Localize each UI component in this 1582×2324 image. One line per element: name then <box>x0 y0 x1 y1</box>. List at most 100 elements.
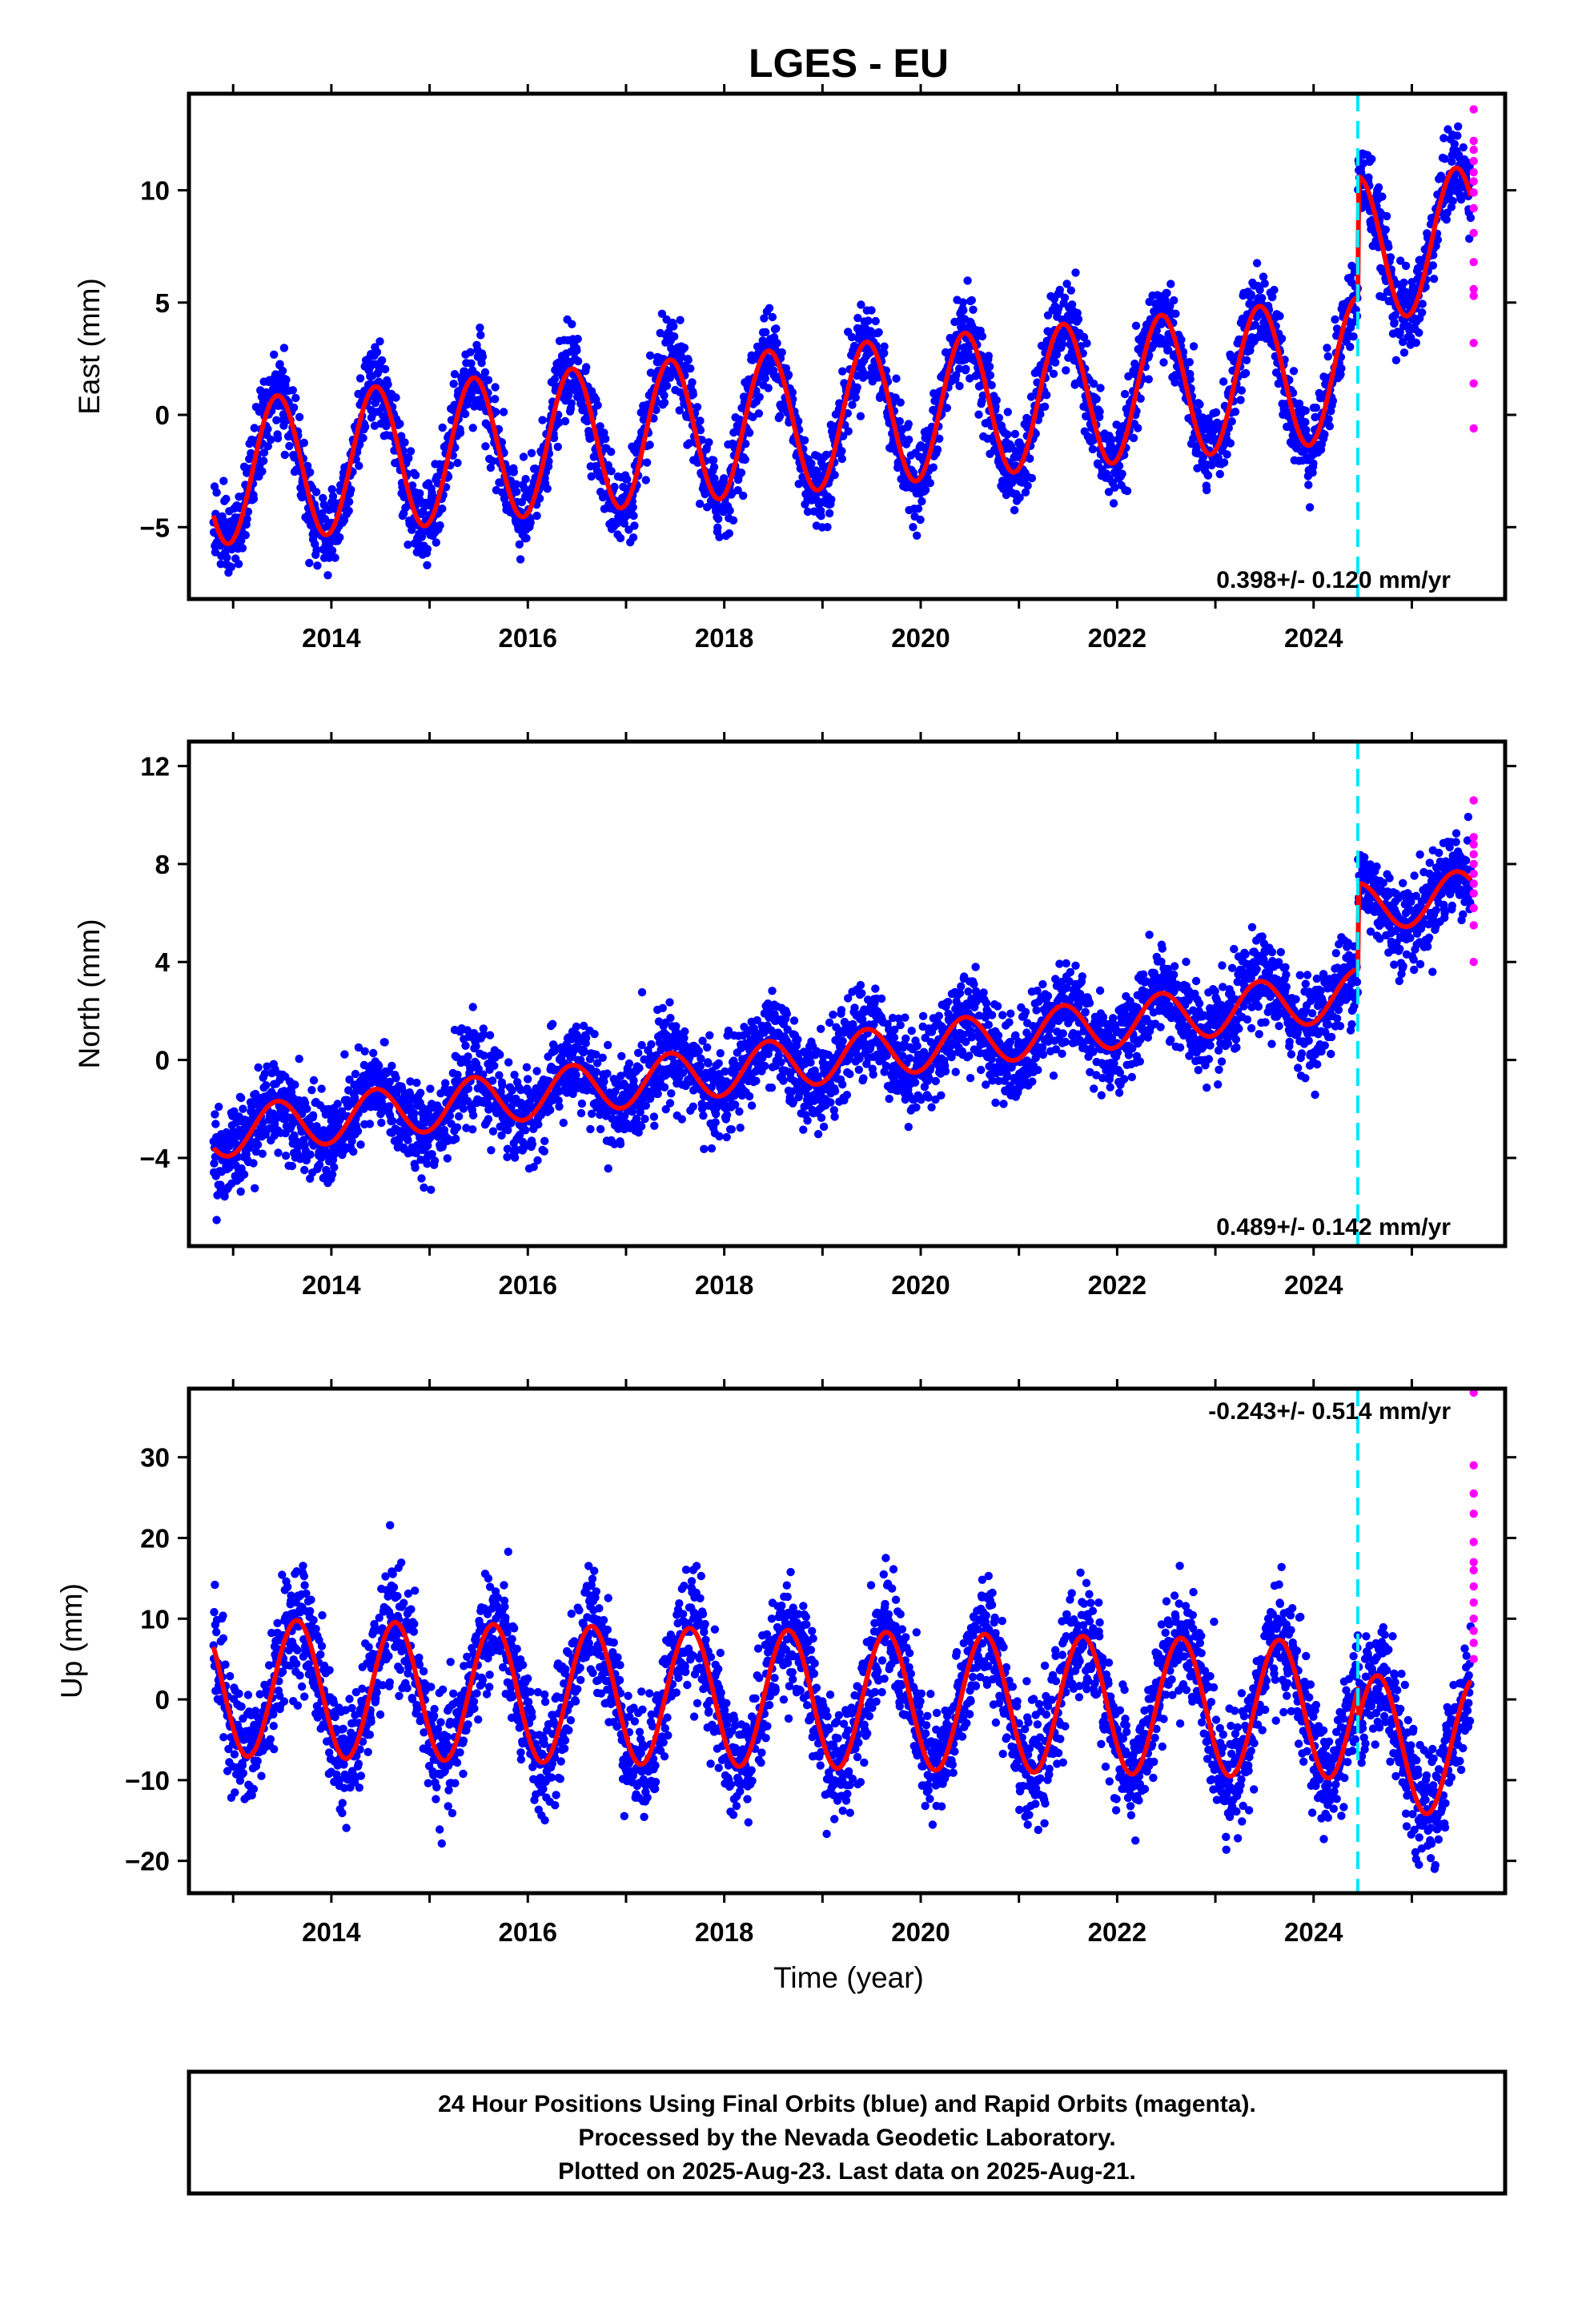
final-point <box>295 412 304 421</box>
final-point <box>660 1083 669 1092</box>
final-point <box>681 1027 689 1036</box>
final-point <box>388 1116 397 1126</box>
final-point <box>1359 159 1368 168</box>
final-point <box>488 456 497 465</box>
final-point <box>510 1153 520 1162</box>
final-point <box>817 512 825 521</box>
final-point <box>432 538 440 547</box>
final-point <box>1092 395 1101 404</box>
final-point <box>476 324 484 332</box>
final-point <box>803 507 813 517</box>
final-point <box>959 306 968 315</box>
final-point <box>1260 279 1269 288</box>
final-point <box>1003 408 1013 416</box>
final-point <box>484 376 493 384</box>
x-tick-label: 2024 <box>1284 623 1343 653</box>
final-point <box>212 488 221 497</box>
final-point <box>761 374 769 383</box>
rapid-point <box>1469 168 1478 177</box>
final-point <box>1401 261 1411 271</box>
final-point <box>251 1184 259 1193</box>
final-point <box>234 560 243 569</box>
final-point <box>521 1126 530 1135</box>
final-point <box>510 1071 519 1080</box>
final-point <box>377 1118 386 1128</box>
final-point <box>355 374 365 383</box>
final-point <box>630 521 639 530</box>
final-point <box>1270 285 1279 295</box>
final-point <box>735 415 745 424</box>
final-point <box>515 540 524 549</box>
final-point <box>263 442 272 451</box>
final-point <box>1129 433 1138 443</box>
final-point <box>709 463 719 472</box>
final-point <box>892 374 901 383</box>
final-point <box>1429 275 1439 283</box>
final-point <box>553 442 562 452</box>
final-point <box>1237 386 1247 395</box>
final-point <box>1058 340 1067 349</box>
final-point <box>1418 308 1427 317</box>
final-point <box>546 1105 555 1115</box>
final-point <box>1036 410 1045 419</box>
final-point <box>904 420 913 428</box>
final-point <box>430 1156 440 1165</box>
final-point <box>300 1165 309 1175</box>
final-point <box>380 364 390 374</box>
final-point <box>455 1112 464 1121</box>
final-point <box>274 1148 283 1157</box>
final-point <box>258 467 267 476</box>
final-point <box>499 408 508 416</box>
final-point <box>263 424 272 433</box>
final-point <box>560 416 570 426</box>
final-point <box>1465 234 1474 243</box>
final-point <box>340 1050 349 1059</box>
final-point <box>317 1084 326 1093</box>
final-point <box>1166 279 1175 288</box>
final-point <box>568 320 576 328</box>
final-point <box>550 375 560 384</box>
final-point <box>725 506 734 515</box>
final-point <box>745 428 754 437</box>
final-point <box>689 390 697 399</box>
final-point <box>223 553 231 562</box>
final-point <box>1447 157 1456 166</box>
final-point <box>963 276 972 285</box>
final-point <box>1211 408 1221 417</box>
final-point <box>1159 358 1168 367</box>
final-point <box>772 324 781 333</box>
final-point <box>1302 425 1311 435</box>
final-point <box>1258 294 1267 303</box>
final-point <box>259 1118 267 1128</box>
final-point <box>347 485 355 494</box>
final-point <box>522 533 531 543</box>
final-point <box>1268 292 1277 301</box>
final-point <box>761 328 770 336</box>
final-point <box>1090 380 1098 388</box>
final-point <box>637 987 647 997</box>
final-point <box>306 468 315 476</box>
final-point <box>436 521 444 530</box>
final-point <box>420 1183 428 1192</box>
final-point <box>287 1161 297 1171</box>
rapid-point <box>1469 105 1478 114</box>
final-point <box>353 1127 363 1136</box>
final-point <box>291 1080 299 1089</box>
rapid-point <box>1469 203 1478 213</box>
final-point <box>297 1127 306 1136</box>
final-point <box>685 439 694 448</box>
final-point <box>874 328 883 337</box>
final-point <box>1433 235 1443 244</box>
final-point <box>404 541 412 549</box>
final-point <box>1189 342 1199 351</box>
y-tick-label: −5 <box>139 513 170 542</box>
final-point <box>576 1108 586 1118</box>
final-point <box>1301 418 1310 427</box>
rapid-orbit-points <box>1469 105 1478 433</box>
final-point <box>1411 338 1421 348</box>
final-point <box>660 391 669 400</box>
final-point <box>607 467 616 476</box>
final-point <box>909 523 917 532</box>
final-point <box>1185 358 1195 367</box>
final-point <box>1082 339 1091 348</box>
